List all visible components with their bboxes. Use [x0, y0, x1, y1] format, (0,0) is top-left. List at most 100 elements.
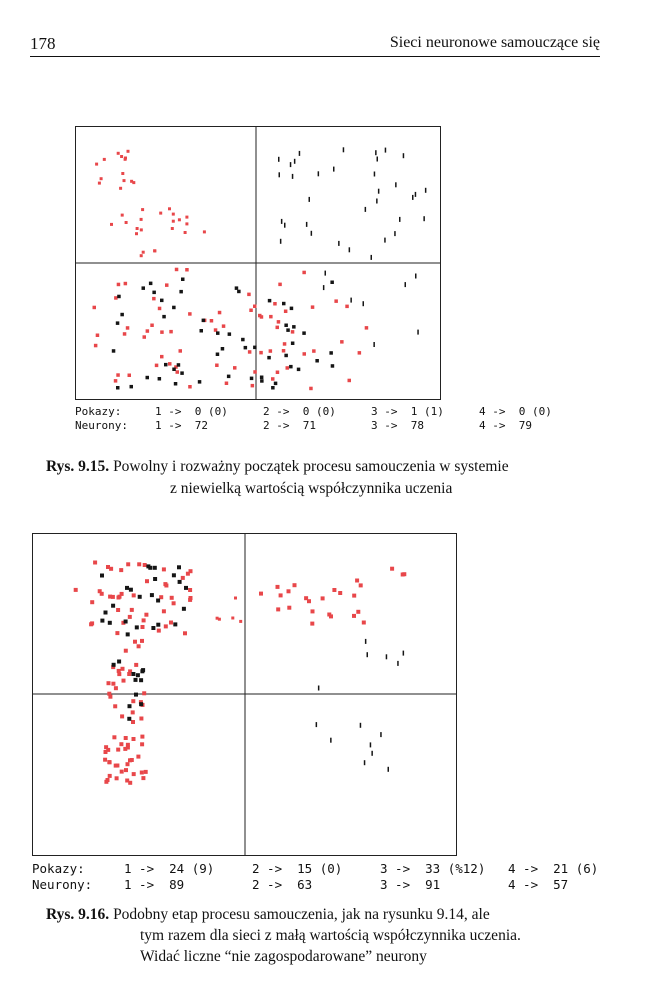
marker	[156, 628, 161, 633]
figure-9-16-scatter	[33, 534, 456, 855]
page-number: 178	[30, 34, 56, 53]
marker	[125, 585, 129, 590]
marker	[185, 222, 189, 226]
marker	[159, 211, 163, 215]
marker	[128, 587, 133, 592]
figure-9-15-caption: Rys. 9.15. Powolny i rozważny początek p…	[46, 456, 616, 502]
marker	[221, 324, 226, 328]
marker	[352, 613, 356, 618]
marker	[172, 367, 176, 371]
marker	[292, 583, 297, 588]
neuron-tick	[376, 156, 378, 162]
marker	[247, 350, 252, 354]
neuron-tick	[278, 172, 280, 178]
stats-label-pokazy: Pokazy:	[75, 405, 122, 418]
marker	[217, 310, 222, 315]
marker	[309, 386, 313, 391]
marker	[115, 321, 120, 325]
neuron-tick	[280, 218, 283, 224]
stats-neurony-2: 2 -> 63	[252, 877, 313, 892]
marker	[134, 692, 138, 697]
marker	[131, 593, 136, 598]
marker	[183, 631, 187, 636]
marker	[114, 776, 119, 781]
marker	[103, 610, 108, 615]
marker	[116, 386, 120, 390]
marker	[215, 616, 219, 620]
stats-label-pokazy: Pokazy:	[32, 861, 85, 876]
marker	[120, 213, 124, 217]
marker	[259, 375, 264, 379]
marker	[115, 631, 120, 636]
marker	[102, 157, 106, 161]
neuron-tick	[342, 147, 345, 153]
stats-neurony-1: 1 -> 89	[124, 877, 185, 892]
marker	[148, 565, 153, 570]
marker	[126, 562, 131, 567]
marker	[156, 622, 161, 627]
marker	[165, 283, 169, 287]
marker	[95, 162, 99, 166]
marker	[161, 567, 166, 572]
marker	[139, 770, 144, 775]
marker	[126, 149, 130, 153]
marker	[276, 607, 281, 612]
marker	[108, 594, 113, 599]
marker	[125, 632, 130, 637]
marker	[312, 349, 316, 353]
marker	[154, 363, 159, 368]
stats-neurony-4: 4 -> 79	[479, 419, 532, 432]
marker	[282, 342, 287, 346]
marker	[171, 573, 176, 578]
marker	[233, 366, 237, 370]
neuron-tick	[298, 150, 301, 156]
marker	[139, 254, 143, 258]
neuron-tick	[324, 270, 326, 276]
marker	[140, 734, 145, 739]
neuron-tick	[397, 660, 399, 666]
marker	[149, 593, 154, 598]
marker	[267, 355, 271, 360]
marker	[140, 625, 145, 629]
marker	[169, 620, 173, 625]
marker	[113, 379, 118, 383]
marker	[116, 668, 121, 673]
marker	[281, 349, 286, 353]
stats-label-neurony: Neurony:	[75, 419, 128, 432]
marker	[141, 286, 145, 290]
neuron-tick	[375, 150, 377, 156]
marker	[260, 379, 264, 383]
marker	[296, 367, 301, 372]
neuron-tick	[293, 158, 296, 164]
marker	[97, 589, 102, 594]
marker	[247, 292, 251, 297]
neuron-tick	[376, 198, 378, 204]
neuron-tick	[348, 247, 351, 253]
neuron-tick	[402, 153, 405, 159]
neuron-tick	[402, 650, 405, 656]
marker	[160, 330, 164, 334]
marker	[114, 296, 118, 300]
marker	[127, 614, 132, 619]
marker	[209, 319, 214, 323]
marker	[109, 566, 114, 571]
marker	[177, 565, 181, 570]
marker	[123, 736, 128, 740]
figure-9-15-scatter	[76, 127, 440, 399]
marker	[119, 186, 123, 190]
marker	[123, 619, 128, 624]
neuron-tick	[370, 254, 372, 260]
marker	[97, 181, 101, 185]
caption-text-line1: Powolny i rozważny początek procesu samo…	[113, 458, 509, 475]
marker	[93, 560, 98, 565]
neuron-tick	[333, 166, 335, 172]
marker	[358, 583, 363, 588]
marker	[136, 754, 141, 759]
marker	[116, 608, 121, 612]
marker	[140, 742, 145, 747]
stats-pokazy-1: 1 -> 24 (9)	[124, 861, 215, 876]
marker	[127, 704, 132, 709]
marker	[250, 383, 255, 388]
stats-pokazy-2: 2 -> 15 (0)	[252, 861, 343, 876]
marker	[123, 157, 127, 161]
